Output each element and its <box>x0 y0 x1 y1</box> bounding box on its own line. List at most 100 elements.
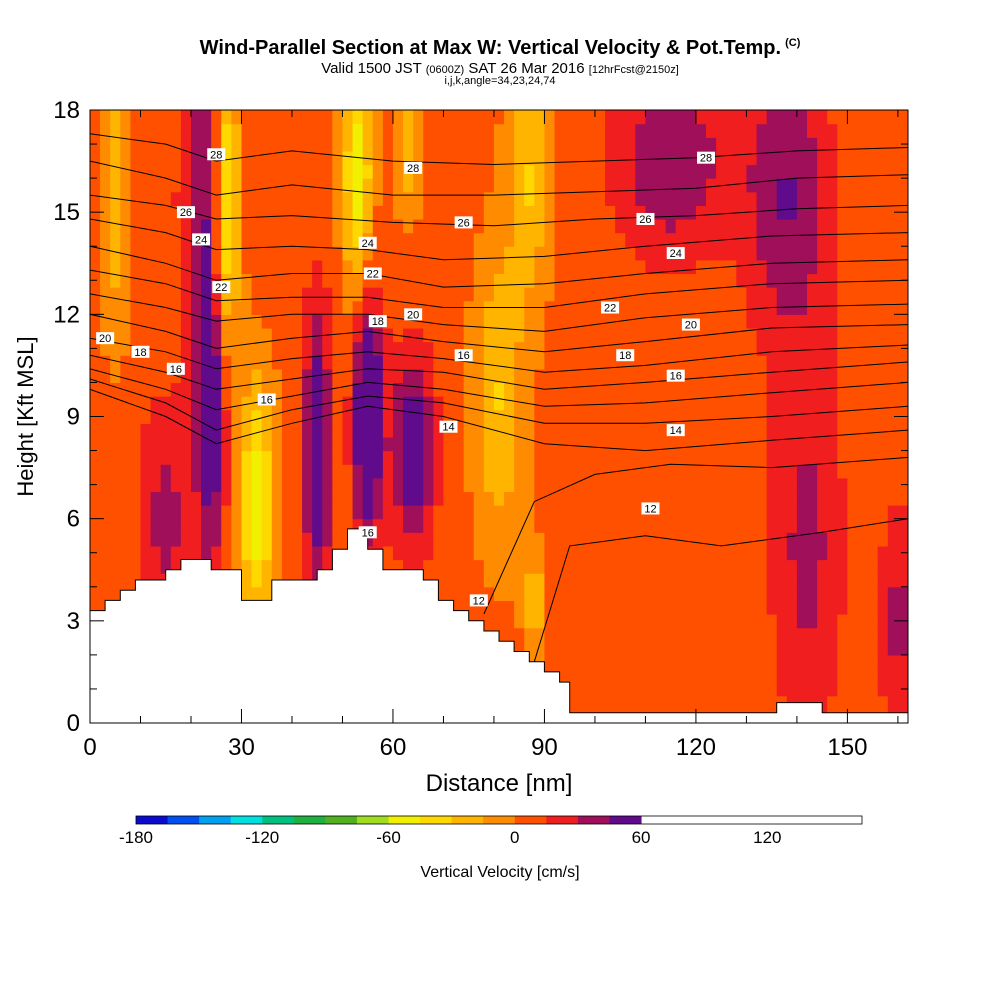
field-cell <box>665 110 677 125</box>
field-cell <box>706 627 717 642</box>
field-cell <box>675 518 687 533</box>
field-cell <box>534 205 546 220</box>
field-cell <box>120 232 131 247</box>
field-cell <box>120 178 131 193</box>
field-cell <box>655 423 667 438</box>
field-cell <box>423 464 434 479</box>
field-cell <box>403 382 414 397</box>
field-cell <box>110 110 121 125</box>
field-cell <box>392 518 404 533</box>
field-cell <box>221 246 232 261</box>
field-cell <box>180 123 192 138</box>
field-cell <box>615 232 626 247</box>
field-cell <box>685 450 697 465</box>
field-cell <box>211 259 222 275</box>
field-cell <box>291 368 303 384</box>
field-cell <box>302 450 313 465</box>
field-cell <box>746 191 758 206</box>
field-cell <box>584 477 596 493</box>
field-cell <box>493 586 505 601</box>
field-cell <box>281 246 293 261</box>
field-cell <box>746 396 758 411</box>
field-cell <box>897 627 908 642</box>
field-cell <box>281 259 293 275</box>
field-cell <box>857 287 869 302</box>
field-cell <box>211 110 222 125</box>
field-cell <box>776 409 788 424</box>
field-cell <box>817 668 828 683</box>
field-cell <box>635 559 647 574</box>
field-cell <box>807 477 818 493</box>
field-cell <box>160 287 172 302</box>
field-cell <box>695 368 707 384</box>
field-cell <box>231 409 243 424</box>
field-cell <box>605 382 616 397</box>
field-cell <box>211 396 222 411</box>
field-cell <box>857 273 869 288</box>
field-cell <box>322 545 333 561</box>
field-cell <box>312 382 323 397</box>
field-cell <box>493 368 505 384</box>
field-cell <box>807 654 818 670</box>
field-cell <box>625 273 636 288</box>
field-cell <box>302 545 313 561</box>
field-cell <box>362 164 374 179</box>
field-cell <box>746 355 758 370</box>
field-cell <box>281 314 293 329</box>
colorbar-swatch <box>483 816 516 824</box>
field-cell <box>594 110 606 125</box>
field-cell <box>706 355 717 370</box>
field-cell <box>685 559 697 574</box>
field-cell <box>605 232 616 247</box>
field-cell <box>413 232 424 247</box>
field-cell <box>887 368 899 384</box>
theta-contour-line <box>90 160 908 196</box>
field-cell <box>675 614 687 629</box>
field-cell <box>554 436 566 452</box>
field-cell <box>261 573 273 588</box>
field-cell <box>736 409 748 424</box>
field-cell <box>483 477 495 493</box>
field-cell <box>726 586 737 601</box>
contour-label-bg <box>358 236 377 249</box>
field-cell <box>706 436 717 452</box>
field-cell <box>413 300 424 315</box>
field-cell <box>190 218 202 234</box>
field-cell <box>675 586 687 601</box>
field-cell <box>706 545 717 561</box>
field-cell <box>594 695 606 710</box>
field-cell <box>554 232 566 247</box>
field-cell <box>392 545 404 561</box>
field-cell <box>403 327 414 343</box>
field-cell <box>180 246 192 261</box>
field-cell <box>564 273 576 288</box>
field-cell <box>251 464 263 479</box>
field-cell <box>625 477 636 493</box>
field-cell <box>685 137 697 152</box>
field-cell <box>413 150 424 166</box>
field-cell <box>342 382 354 397</box>
field-cell <box>605 341 616 356</box>
field-cell <box>514 341 525 356</box>
field-cell <box>413 355 424 370</box>
contour-label-bg <box>681 318 700 331</box>
field-cell <box>170 218 182 234</box>
field-cell <box>675 654 687 670</box>
field-cell <box>786 627 798 642</box>
field-cell <box>726 627 737 642</box>
field-cell <box>534 491 546 506</box>
field-cell <box>463 518 475 533</box>
field-cell <box>786 464 798 479</box>
field-cell <box>584 178 596 193</box>
field-cell <box>584 123 596 138</box>
field-cell <box>534 137 546 152</box>
field-cell <box>291 123 303 138</box>
field-cell <box>100 314 111 329</box>
field-cell <box>140 191 152 206</box>
field-cell <box>847 110 859 125</box>
field-cell <box>100 110 111 125</box>
field-cell <box>423 259 434 275</box>
field-cell <box>251 218 263 234</box>
field-cell <box>645 423 657 438</box>
field-cell <box>786 505 798 520</box>
